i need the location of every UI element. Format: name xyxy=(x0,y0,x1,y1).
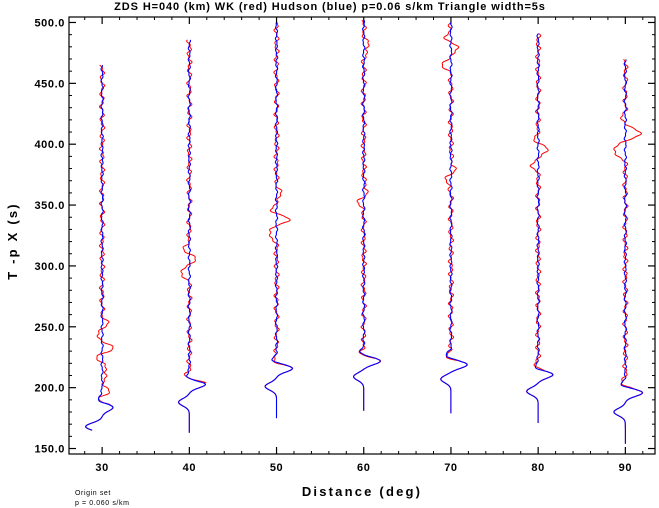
y-tick-label: 150.0 xyxy=(34,444,65,456)
blue-trace-50 xyxy=(264,22,293,419)
blue-trace-90 xyxy=(613,59,643,444)
y-tick-label: 400.0 xyxy=(34,139,65,151)
blue-trace-70 xyxy=(440,22,468,414)
red-trace-70 xyxy=(440,22,468,414)
y-tick-label: 500.0 xyxy=(34,17,65,29)
x-tick-label: 40 xyxy=(183,462,196,474)
x-tick-label: 30 xyxy=(95,462,108,474)
x-tick-label: 90 xyxy=(619,462,632,474)
red-trace-30 xyxy=(85,64,114,431)
y-tick-label: 300.0 xyxy=(34,261,65,273)
x-tick-label: 50 xyxy=(270,462,283,474)
x-axis: 30 40 50 60 70 80 90 xyxy=(84,17,644,474)
x-tick-label: 70 xyxy=(444,462,457,474)
x-tick-label: 60 xyxy=(357,462,370,474)
plot-frame xyxy=(68,16,656,455)
red-trace-80 xyxy=(526,33,554,423)
y-tick-label: 250.0 xyxy=(34,322,65,334)
red-trace-50 xyxy=(264,22,294,419)
blue-trace-80 xyxy=(526,33,554,423)
blue-trace-30 xyxy=(85,64,114,431)
x-tick-label: 80 xyxy=(531,462,544,474)
y-axis-label: T -p X (s) xyxy=(5,202,20,280)
red-trace-60 xyxy=(353,19,381,411)
y-tick-label: 350.0 xyxy=(34,200,65,212)
blue-trace-40 xyxy=(178,39,206,433)
red-trace-90 xyxy=(613,59,644,444)
y-axis: 150.0 200.0 250.0 300.0 350.0 400.0 450.0 500.0 xyxy=(34,17,655,456)
red-trace-40 xyxy=(177,39,207,433)
blue-trace-60 xyxy=(353,19,381,411)
origin-note-line1: Origin set xyxy=(75,490,111,497)
y-tick-label: 450.0 xyxy=(34,78,65,90)
origin-note-line2: p = 0.060 s/km xyxy=(75,500,130,507)
y-tick-label: 200.0 xyxy=(34,383,65,395)
traces xyxy=(85,19,644,444)
chart-title: ZDS H=040 (km) WK (red) Hudson (blue) p=… xyxy=(114,1,546,13)
x-axis-label: Distance (deg) xyxy=(302,484,422,499)
